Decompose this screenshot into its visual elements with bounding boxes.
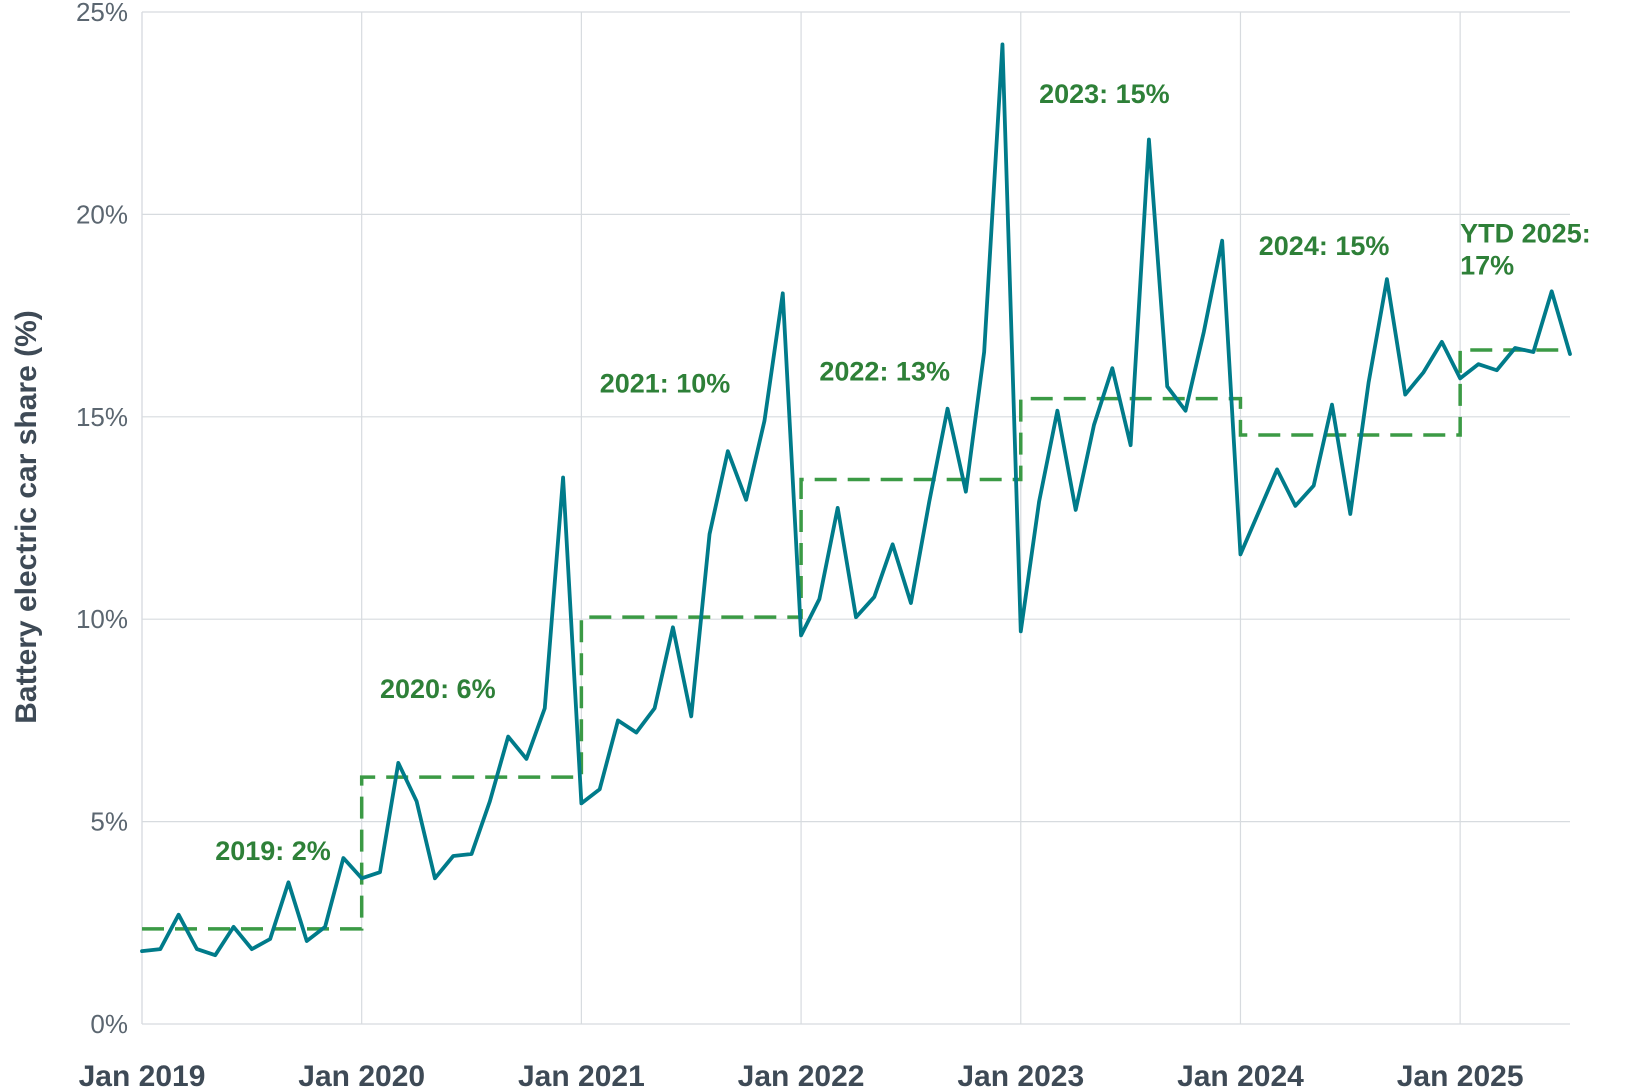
annual-average-label-line: 2019: 2% <box>215 836 331 866</box>
annual-average-label: 2022: 13% <box>819 356 950 386</box>
gridlines <box>141 11 1570 1025</box>
annual-average-label-line: 2023: 15% <box>1039 79 1170 109</box>
annual-average-label-line: 2021: 10% <box>600 369 731 399</box>
x-tick-label: Jan 2023 <box>957 1060 1084 1088</box>
annual-average-step-line <box>142 348 1570 931</box>
annual-average-label: 2019: 2% <box>215 836 331 866</box>
annual-average-label: 2021: 10% <box>600 369 731 399</box>
x-tick-label: Jan 2024 <box>1177 1060 1304 1088</box>
annual-average-label-line: 2020: 6% <box>380 674 496 704</box>
y-tick-label: 20% <box>76 199 128 229</box>
annual-average-label: 2023: 15% <box>1039 79 1170 109</box>
annotations: 2019: 2% 2020: 6% 2021: 10% 2022: 13% 2023: … <box>215 79 1590 866</box>
x-tick-label: Jan 2021 <box>518 1060 645 1088</box>
annual-average-label-line: 2024: 15% <box>1259 231 1390 261</box>
y-axis-label: Battery electric car share (%) <box>10 310 43 724</box>
y-tick-label: 0% <box>90 1009 128 1039</box>
y-tick-label: 25% <box>76 0 128 27</box>
x-axis-ticks: Jan 2019 Jan 2020 Jan 2021 Jan 2022 Jan 2023… <box>79 1060 1524 1088</box>
series-group <box>140 42 1572 958</box>
y-tick-label: 5% <box>90 807 128 837</box>
annual-average-label: 2020: 6% <box>380 674 496 704</box>
x-tick-label: Jan 2025 <box>1397 1060 1524 1088</box>
annual-average-label: YTD 2025: 17% <box>1460 219 1591 281</box>
x-tick-label: Jan 2020 <box>298 1060 425 1088</box>
y-tick-label: 10% <box>76 604 128 634</box>
x-tick-label: Jan 2022 <box>738 1060 865 1088</box>
annual-average-label-line: 2022: 13% <box>819 356 950 386</box>
y-axis-ticks: 0% 5% 10% 15% 20% 25% <box>76 0 128 1039</box>
annual-average-label: 2024: 15% <box>1259 231 1390 261</box>
monthly-share-line <box>140 42 1572 958</box>
annual-average-label-line: 17% <box>1460 251 1514 281</box>
y-tick-label: 15% <box>76 402 128 432</box>
annual-average-label-line: YTD 2025: <box>1460 219 1591 249</box>
x-tick-label: Jan 2019 <box>79 1060 206 1088</box>
